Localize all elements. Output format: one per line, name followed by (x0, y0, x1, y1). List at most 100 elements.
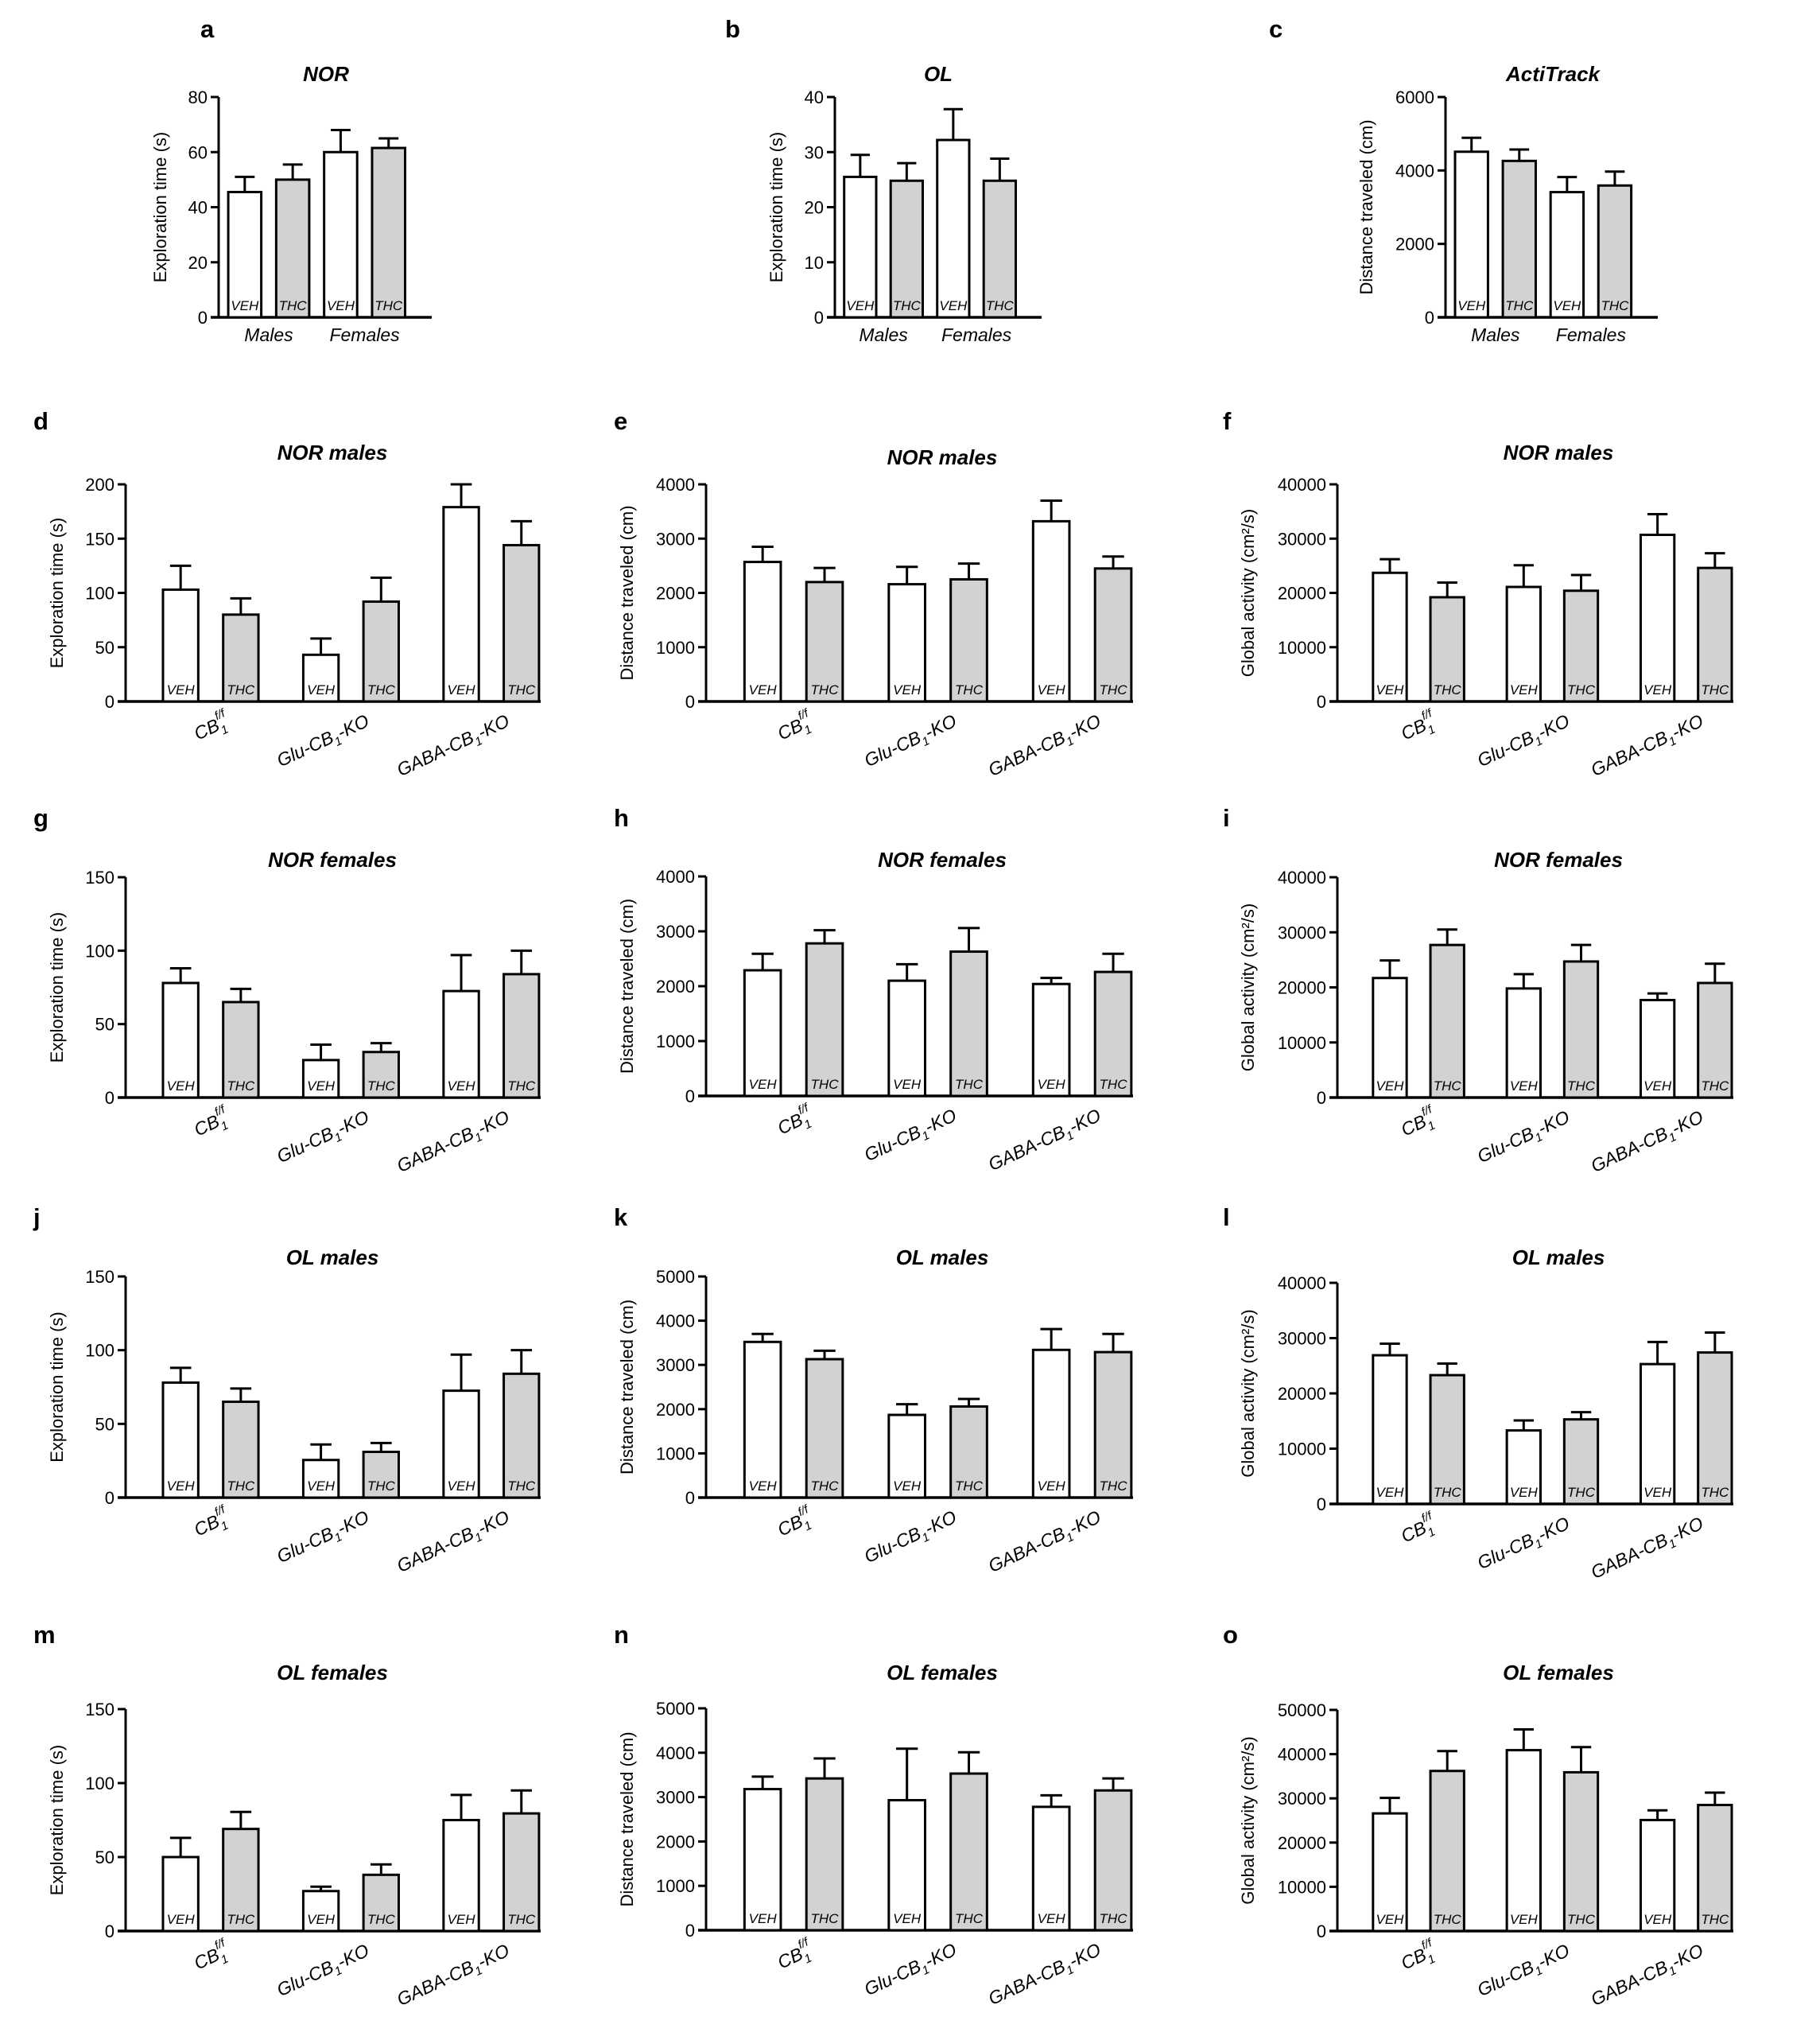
bar-label: VEH (167, 1912, 196, 1927)
bar-label: VEH (1510, 1912, 1539, 1927)
bar-thc-3 (503, 973, 541, 1099)
bar-label: THC (811, 1911, 840, 1926)
bar-thc-3 (1093, 567, 1133, 703)
x-group-label: GABA-CB1-KO (985, 1105, 1106, 1179)
bar-veh-2 (887, 1799, 926, 1932)
panel-title: OL females (887, 1661, 998, 1684)
bar-label: VEH (893, 1478, 922, 1494)
bar-veh-3 (1031, 519, 1071, 703)
bar-veh-1 (1372, 1354, 1408, 1506)
bar-thc-3 (1697, 1351, 1733, 1506)
y-axis-label: Exploration time (s) (47, 1311, 67, 1463)
bar-thc-2 (949, 1405, 988, 1499)
panel-letter: h (614, 804, 629, 832)
x-group-label: Glu-CB1-KO (861, 1939, 961, 2003)
bar-veh-1 (743, 969, 782, 1098)
bar-label: VEH (327, 298, 355, 313)
bar-veh-1 (161, 1381, 200, 1499)
bar-veh-1 (743, 1340, 782, 1499)
bar-veh-1 (227, 190, 263, 319)
y-tick-label: 40000 (1278, 1273, 1326, 1293)
y-axis-label: Distance traveled (cm) (617, 899, 637, 1074)
y-tick-label: 50000 (1278, 1700, 1326, 1720)
y-axis-label: Global activity (cm²/s) (1238, 903, 1258, 1071)
x-group-label: CB1f/f (1396, 1509, 1442, 1551)
x-group-label: Males (244, 324, 293, 345)
bar-thc-3 (503, 543, 541, 703)
y-tick-label: 20000 (1278, 584, 1326, 604)
y-tick-label: 1000 (656, 1876, 695, 1896)
bar-thc-2 (371, 146, 406, 319)
panel-letter: j (33, 1203, 41, 1231)
y-axis-label: Exploration time (s) (766, 132, 786, 283)
y-axis-label: Global activity (cm²/s) (1238, 1736, 1258, 1904)
bar-thc-2 (949, 950, 988, 1098)
bar-label: THC (507, 682, 536, 697)
y-axis-label: Exploration time (s) (47, 518, 67, 669)
x-group-label: GABA-CB1-KO (394, 1940, 514, 2014)
y-tick-label: 30000 (1278, 529, 1326, 549)
y-tick-label: 30000 (1278, 1329, 1326, 1349)
bar-label: THC (507, 1478, 536, 1494)
bar-veh-2 (1505, 1749, 1542, 1933)
bar-thc-2 (1597, 184, 1633, 319)
bar-thc-1 (1501, 159, 1537, 319)
y-tick-label: 60 (188, 142, 208, 162)
bar-veh-3 (1031, 1805, 1071, 1932)
panel-title: NOR males (1504, 441, 1614, 464)
panel-title: NOR males (887, 445, 998, 469)
y-axis-label: Global activity (cm²/s) (1238, 509, 1258, 677)
y-tick-label: 40 (805, 87, 824, 107)
bar-thc-3 (1093, 970, 1133, 1098)
bar-thc-1 (805, 1358, 844, 1499)
y-tick-label: 0 (105, 692, 114, 712)
panel-f: f NOR males 0 10000 20000 30000 40000 Global ac… (1223, 407, 1733, 780)
y-tick-label: 10000 (1278, 1033, 1326, 1053)
x-group-label: GABA-CB1-KO (394, 1506, 514, 1580)
y-tick-label: 0 (198, 308, 208, 328)
bar-thc-3 (1697, 1804, 1733, 1933)
x-group-label: Glu-CB1-KO (861, 710, 961, 775)
bar-label: VEH (939, 298, 968, 313)
y-tick-label: 30000 (1278, 1789, 1326, 1809)
bar-thc-3 (1697, 981, 1733, 1099)
y-tick-label: 6000 (1395, 87, 1434, 107)
y-tick-label: 50 (95, 1848, 114, 1867)
y-tick-label: 5000 (656, 1267, 695, 1287)
bar-label: VEH (1643, 1485, 1672, 1500)
bar-veh-2 (887, 979, 926, 1098)
x-group-label: Glu-CB1-KO (861, 1506, 961, 1571)
x-group-label: GABA-CB1-KO (985, 710, 1106, 784)
bar-label: THC (1434, 682, 1462, 697)
panel-a: a NOR 0 20 40 60 80 Exploration time (s) VEH THC V… (150, 15, 432, 345)
bar-label: VEH (1376, 682, 1405, 697)
panel-title: NOR males (277, 441, 388, 464)
bar-thc-3 (503, 1812, 541, 1933)
bar-label: THC (279, 298, 308, 313)
bar-label: VEH (1038, 1077, 1066, 1092)
x-group-label: CB1f/f (189, 1936, 235, 1978)
panel-letter: c (1269, 15, 1283, 43)
bar-label: THC (1434, 1078, 1462, 1094)
y-tick-label: 1000 (656, 638, 695, 658)
panel-title: OL females (1503, 1661, 1614, 1684)
y-tick-label: 4000 (656, 1743, 695, 1763)
y-tick-label: 20 (805, 198, 824, 218)
y-tick-label: 0 (685, 692, 695, 712)
y-tick-label: 4000 (656, 1311, 695, 1331)
y-tick-label: 150 (85, 1267, 114, 1287)
panel-n: n OL females 0 1000 2000 3000 4000 5000 Distance… (614, 1621, 1133, 2009)
x-group-label: GABA-CB1-KO (394, 710, 514, 784)
bar-label: VEH (749, 1911, 778, 1926)
bar-label: THC (367, 1078, 396, 1094)
bar-veh-3 (1639, 998, 1676, 1099)
y-axis-label: Distance traveled (cm) (617, 505, 637, 680)
y-tick-label: 100 (85, 1774, 114, 1793)
y-axis-label: Global activity (cm²/s) (1238, 1309, 1258, 1477)
y-tick-label: 50 (95, 638, 114, 658)
x-group-label: Males (859, 324, 908, 345)
bar-label: VEH (167, 682, 196, 697)
bar-label: THC (955, 1077, 984, 1092)
y-tick-label: 40000 (1278, 475, 1326, 495)
